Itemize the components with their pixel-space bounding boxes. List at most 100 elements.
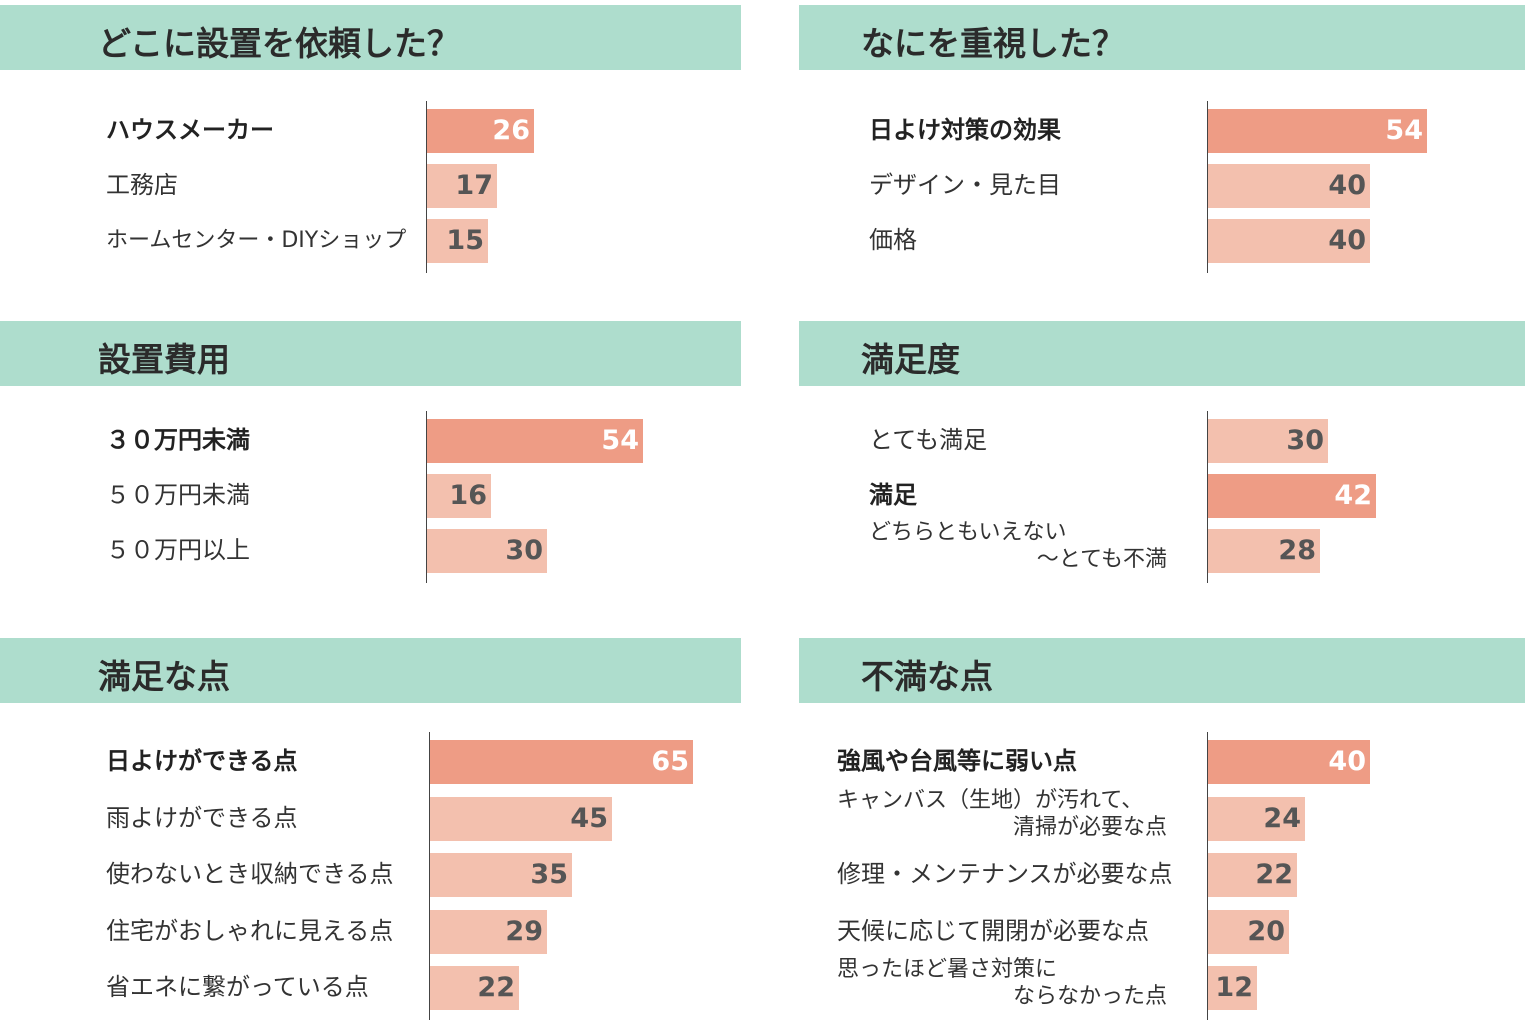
bar-value-label: 20 xyxy=(1247,915,1285,947)
bar xyxy=(1208,529,1320,573)
bar xyxy=(1208,853,1297,897)
bar xyxy=(1208,164,1370,208)
category-label-text: 満足 xyxy=(869,481,917,509)
bar-value-label: 54 xyxy=(1385,115,1423,146)
category-label-text: 省エネに繋がっている点 xyxy=(106,973,369,1001)
category-label-line: 思ったほど暑さ対策に xyxy=(837,957,1058,982)
category-label: 天候に応じて開閉が必要な点 xyxy=(837,917,1149,945)
axis-line xyxy=(426,101,427,273)
bar xyxy=(430,853,572,897)
bar xyxy=(1208,419,1328,463)
chart-title: 満足度 xyxy=(861,340,960,379)
bar-value-label: 16 xyxy=(449,480,487,511)
bar xyxy=(1208,966,1257,1010)
category-label: 雨よけができる点 xyxy=(106,803,298,832)
bar-value-label: 28 xyxy=(1278,535,1316,566)
bar xyxy=(430,909,547,954)
category-label-text: 修理・メンテナンスが必要な点 xyxy=(837,860,1173,888)
category-label: 修理・メンテナンスが必要な点 xyxy=(837,861,1173,888)
category-label-text: ３０万円未満 xyxy=(106,426,250,454)
category-label-text: 住宅がおしゃれに見える点 xyxy=(106,916,394,945)
category-label-text: 雨よけができる点 xyxy=(106,803,298,832)
bar-value-label: 29 xyxy=(505,915,543,947)
bar-value-label: 22 xyxy=(1255,859,1293,890)
bar xyxy=(1208,909,1289,954)
bar-value-label: 35 xyxy=(530,859,568,890)
bar xyxy=(427,419,643,463)
bar xyxy=(1208,796,1305,841)
bar xyxy=(1208,109,1427,153)
category-label-text: とても満足 xyxy=(869,426,988,454)
category-label: 住宅がおしゃれに見える点 xyxy=(106,916,394,945)
bar-value-label: 26 xyxy=(492,115,530,146)
category-label-line: どちらともいえない xyxy=(869,520,1067,545)
bar xyxy=(427,219,488,263)
category-label-text: 日よけ対策の効果 xyxy=(869,116,1061,144)
chart-header: なにを重視した？ xyxy=(799,5,1525,70)
chart-panel: 設置費用 ３０万円未満 54 ５０万円未満 16 ５０万円以上 30 xyxy=(0,321,741,641)
chart-title: なにを重視した？ xyxy=(861,24,1125,63)
bar xyxy=(430,740,693,784)
chart-header: 設置費用 xyxy=(0,321,741,386)
bar xyxy=(430,796,612,841)
category-label-text: ハウスメーカー xyxy=(106,116,274,144)
bar-value-label: 30 xyxy=(505,535,543,566)
chart-header: 満足な点 xyxy=(0,638,741,703)
category-label-text: ５０万円未満 xyxy=(106,481,250,509)
category-label-line: キャンバス（生地）が汚れて、 xyxy=(837,787,1144,813)
category-label: 日よけができる点 xyxy=(106,748,298,775)
category-label-text: 使わないとき収納できる点 xyxy=(106,860,394,888)
bar-value-label: 40 xyxy=(1328,746,1366,777)
category-label-text: 強風や台風等に弱い点 xyxy=(837,747,1077,775)
category-label: どちらともいえない 〜とても不満 xyxy=(869,519,1167,573)
bar-value-label: 54 xyxy=(601,425,639,456)
bar xyxy=(427,164,497,208)
category-label-text: デザイン・見た目 xyxy=(869,171,1061,199)
category-label: 価格 xyxy=(869,227,917,254)
category-label-line: 清掃が必要な点 xyxy=(1012,814,1167,840)
chart-panel: 不満な点強風や台風等に弱い点 40 キャンバス（生地）が汚れて、 清掃が必要な点 24 修… xyxy=(799,638,1525,1020)
category-label: キャンバス（生地）が汚れて、 清掃が必要な点 xyxy=(837,787,1167,841)
category-label: 思ったほど暑さ対策に ならなかった点 xyxy=(837,956,1167,1010)
category-label-line: 〜とても不満 xyxy=(1036,547,1167,572)
bar-value-label: 15 xyxy=(446,225,484,256)
category-label: デザイン・見た目 xyxy=(869,172,1061,199)
bar-value-label: 40 xyxy=(1328,170,1366,201)
bar-value-label: 45 xyxy=(570,802,608,834)
category-label-text: ５０万円以上 xyxy=(106,536,250,564)
category-label: 満足 xyxy=(869,482,917,509)
axis-line xyxy=(1207,101,1208,273)
category-label: 日よけ対策の効果 xyxy=(869,117,1061,144)
chart-panel: 満足度とても満足 30 満足 42 どちらともいえない 〜とても不満 28 xyxy=(799,321,1525,641)
bar-value-label: 24 xyxy=(1263,802,1301,834)
category-label-text: ホームセンター・DIYショップ xyxy=(106,228,407,253)
chart-panel: どこに設置を依頼した？ ハウスメーカー 26 工務店 17 ホームセンター・DIYショップ… xyxy=(0,5,741,325)
chart-header: 満足度 xyxy=(799,321,1525,386)
axis-line xyxy=(1207,732,1208,1020)
category-label: ３０万円未満 xyxy=(106,427,250,454)
category-label: 使わないとき収納できる点 xyxy=(106,861,394,888)
chart-panel: 満足な点 日よけができる点 65 雨よけができる点 45 使わないとき収納できる点 35 住宅… xyxy=(0,638,741,1020)
bar xyxy=(1208,474,1376,518)
axis-line xyxy=(429,732,430,1020)
bar xyxy=(1208,219,1370,263)
chart-title: どこに設置を依頼した？ xyxy=(98,24,461,63)
bar xyxy=(430,966,519,1010)
chart-header: 不満な点 xyxy=(799,638,1525,703)
bar-value-label: 42 xyxy=(1334,480,1372,511)
chart-header: どこに設置を依頼した？ xyxy=(0,5,741,70)
category-label: ５０万円以上 xyxy=(106,537,250,564)
bar-value-label: 12 xyxy=(1215,972,1253,1003)
axis-line xyxy=(1207,411,1208,583)
category-label: 工務店 xyxy=(106,172,178,199)
bar-value-label: 40 xyxy=(1328,225,1366,256)
category-label: ホームセンター・DIYショップ xyxy=(106,227,406,254)
category-label-text: 工務店 xyxy=(106,171,178,199)
bar-value-label: 30 xyxy=(1286,425,1324,456)
category-label: 省エネに繋がっている点 xyxy=(106,974,369,1001)
bar xyxy=(1208,740,1370,784)
category-label: とても満足 xyxy=(869,427,987,454)
category-label: ハウスメーカー xyxy=(106,117,274,144)
category-label-text: 価格 xyxy=(869,226,917,254)
bar-value-label: 17 xyxy=(455,170,493,201)
